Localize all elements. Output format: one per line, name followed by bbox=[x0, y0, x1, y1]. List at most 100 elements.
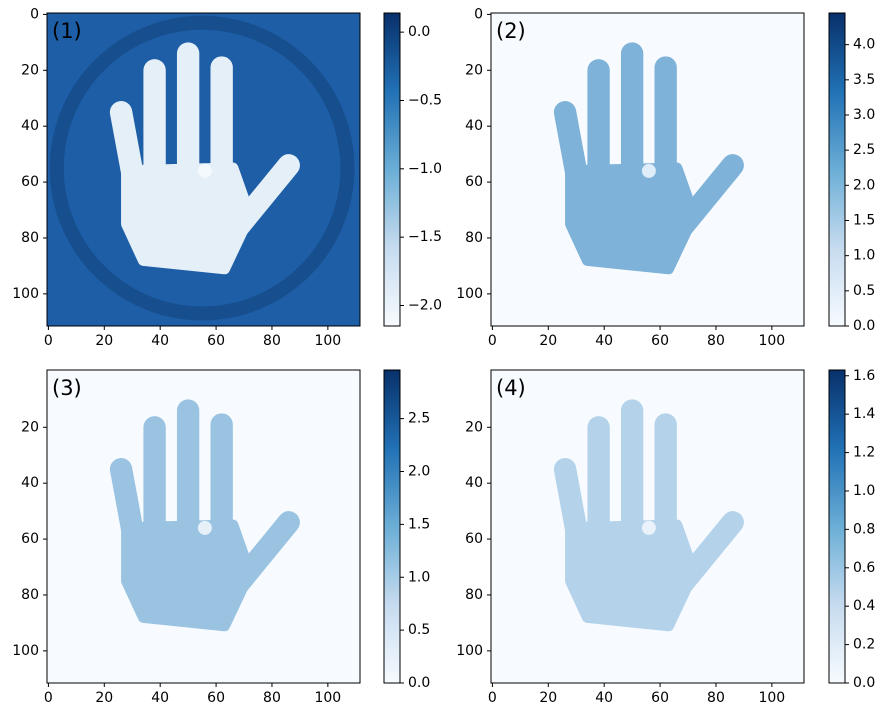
x-tick-label: 40 bbox=[151, 690, 169, 706]
y-tick-label: 40 bbox=[465, 475, 483, 491]
y-tick-label: 60 bbox=[465, 531, 483, 547]
panel: (2) 0 20 40 60 80 100 0 20 40 60 80 100 0.0 0.5 1.0 1.5 2… bbox=[456, 6, 875, 349]
y-tick-label: 0 bbox=[474, 6, 483, 22]
image bbox=[491, 13, 804, 326]
x-tick-label: 100 bbox=[758, 333, 785, 349]
colorbar-tick-label: 4.0 bbox=[853, 37, 875, 53]
y-tick-label: 100 bbox=[456, 286, 483, 302]
x-tick-label: 0 bbox=[488, 690, 497, 706]
colorbar-tick-label: −0.5 bbox=[408, 92, 442, 108]
y-tick-label: 40 bbox=[21, 475, 39, 491]
colorbar-tick-label: 1.5 bbox=[853, 212, 875, 228]
colorbar bbox=[829, 370, 845, 683]
panel: (4) 0 20 40 60 80 100 20 40 60 80 100 0.0 0.2 0.4 0.6 0.… bbox=[456, 368, 875, 706]
y-tick-label: 40 bbox=[465, 118, 483, 134]
colorbar-tick-label: 0.2 bbox=[853, 637, 875, 653]
x-tick-label: 80 bbox=[263, 690, 281, 706]
x-tick-label: 20 bbox=[95, 333, 113, 349]
colorbar-tick-label: 1.0 bbox=[853, 248, 875, 264]
colorbar-tick-label: 1.5 bbox=[408, 516, 430, 532]
y-tick-label: 80 bbox=[21, 230, 39, 246]
x-tick-label: 80 bbox=[263, 333, 281, 349]
colorbar-tick-label: 0.0 bbox=[853, 318, 875, 334]
y-tick-label: 20 bbox=[465, 419, 483, 435]
colorbar-tick-label: −2.0 bbox=[408, 297, 442, 313]
y-tick-label: 100 bbox=[12, 643, 39, 659]
panel-label: (3) bbox=[52, 376, 82, 400]
center-spot bbox=[642, 164, 656, 178]
image bbox=[47, 370, 360, 683]
colorbar-tick-label: 3.0 bbox=[853, 107, 875, 123]
colorbar-tick-label: 0.0 bbox=[408, 675, 430, 691]
x-tick-label: 100 bbox=[758, 690, 785, 706]
center-spot bbox=[198, 164, 212, 178]
x-tick-label: 20 bbox=[539, 333, 557, 349]
x-tick-label: 40 bbox=[151, 333, 169, 349]
y-tick-label: 60 bbox=[21, 531, 39, 547]
x-tick-label: 20 bbox=[95, 690, 113, 706]
center-spot bbox=[198, 521, 212, 535]
colorbar-tick-label: −1.0 bbox=[408, 161, 442, 177]
panel-label: (1) bbox=[52, 19, 82, 43]
x-tick-label: 60 bbox=[207, 690, 225, 706]
colorbar-tick-label: 1.6 bbox=[853, 368, 875, 384]
colorbar-tick-label: 2.0 bbox=[408, 464, 430, 480]
panel: (1) 0 20 40 60 80 100 0 20 40 60 80 100 −2.0 −1.5 −1.0 −… bbox=[12, 6, 442, 349]
colorbar-tick-label: 0.6 bbox=[853, 560, 875, 576]
image bbox=[47, 13, 360, 326]
y-tick-label: 20 bbox=[465, 62, 483, 78]
x-tick-label: 0 bbox=[44, 333, 53, 349]
y-tick-label: 0 bbox=[30, 6, 39, 22]
colorbar-tick-label: 1.0 bbox=[408, 569, 430, 585]
image bbox=[491, 370, 804, 683]
y-tick-label: 40 bbox=[21, 118, 39, 134]
colorbar-tick-label: 1.2 bbox=[853, 445, 875, 461]
colorbar-tick-label: −1.5 bbox=[408, 229, 442, 245]
palm bbox=[571, 525, 694, 626]
colorbar-tick-label: 0.5 bbox=[408, 622, 430, 638]
y-tick-label: 20 bbox=[21, 62, 39, 78]
colorbar-tick-label: 1.0 bbox=[853, 483, 875, 499]
x-tick-label: 20 bbox=[539, 690, 557, 706]
x-tick-label: 60 bbox=[207, 333, 225, 349]
colorbar-tick-label: 0.8 bbox=[853, 521, 875, 537]
figure: (1) 0 20 40 60 80 100 0 20 40 60 80 100 −2.0 −1.5 −1.0 −… bbox=[0, 0, 883, 713]
y-tick-label: 80 bbox=[465, 587, 483, 603]
x-tick-label: 80 bbox=[707, 690, 725, 706]
x-tick-label: 0 bbox=[488, 333, 497, 349]
x-tick-label: 60 bbox=[651, 690, 669, 706]
x-tick-label: 40 bbox=[595, 333, 613, 349]
colorbar bbox=[384, 13, 400, 326]
colorbar-tick-label: 0.5 bbox=[853, 283, 875, 299]
y-tick-label: 60 bbox=[465, 174, 483, 190]
y-tick-label: 80 bbox=[21, 587, 39, 603]
panel-label: (2) bbox=[496, 19, 526, 43]
colorbar-tick-label: 2.0 bbox=[853, 177, 875, 193]
colorbar-tick-label: 0.0 bbox=[408, 24, 430, 40]
x-tick-label: 40 bbox=[595, 690, 613, 706]
colorbar bbox=[384, 370, 400, 683]
y-tick-label: 20 bbox=[21, 419, 39, 435]
palm bbox=[571, 168, 694, 269]
panel-label: (4) bbox=[496, 376, 526, 400]
colorbar-tick-label: 1.4 bbox=[853, 406, 875, 422]
x-tick-label: 80 bbox=[707, 333, 725, 349]
colorbar-tick-label: 0.0 bbox=[853, 675, 875, 691]
x-tick-label: 60 bbox=[651, 333, 669, 349]
colorbar bbox=[829, 13, 845, 326]
x-tick-label: 100 bbox=[314, 333, 341, 349]
panel: (3) 0 20 40 60 80 100 20 40 60 80 100 0.0 0.5 1.0 1.5 2.… bbox=[12, 370, 430, 706]
colorbar-tick-label: 3.5 bbox=[853, 72, 875, 88]
x-tick-label: 0 bbox=[44, 690, 53, 706]
palm bbox=[127, 525, 250, 626]
colorbar-tick-label: 0.4 bbox=[853, 598, 875, 614]
center-spot bbox=[642, 521, 656, 535]
y-tick-label: 100 bbox=[456, 643, 483, 659]
x-tick-label: 100 bbox=[314, 690, 341, 706]
y-tick-label: 60 bbox=[21, 174, 39, 190]
y-tick-label: 100 bbox=[12, 286, 39, 302]
colorbar-tick-label: 2.5 bbox=[853, 142, 875, 158]
colorbar-tick-label: 2.5 bbox=[408, 411, 430, 427]
y-tick-label: 80 bbox=[465, 230, 483, 246]
palm bbox=[127, 168, 250, 269]
